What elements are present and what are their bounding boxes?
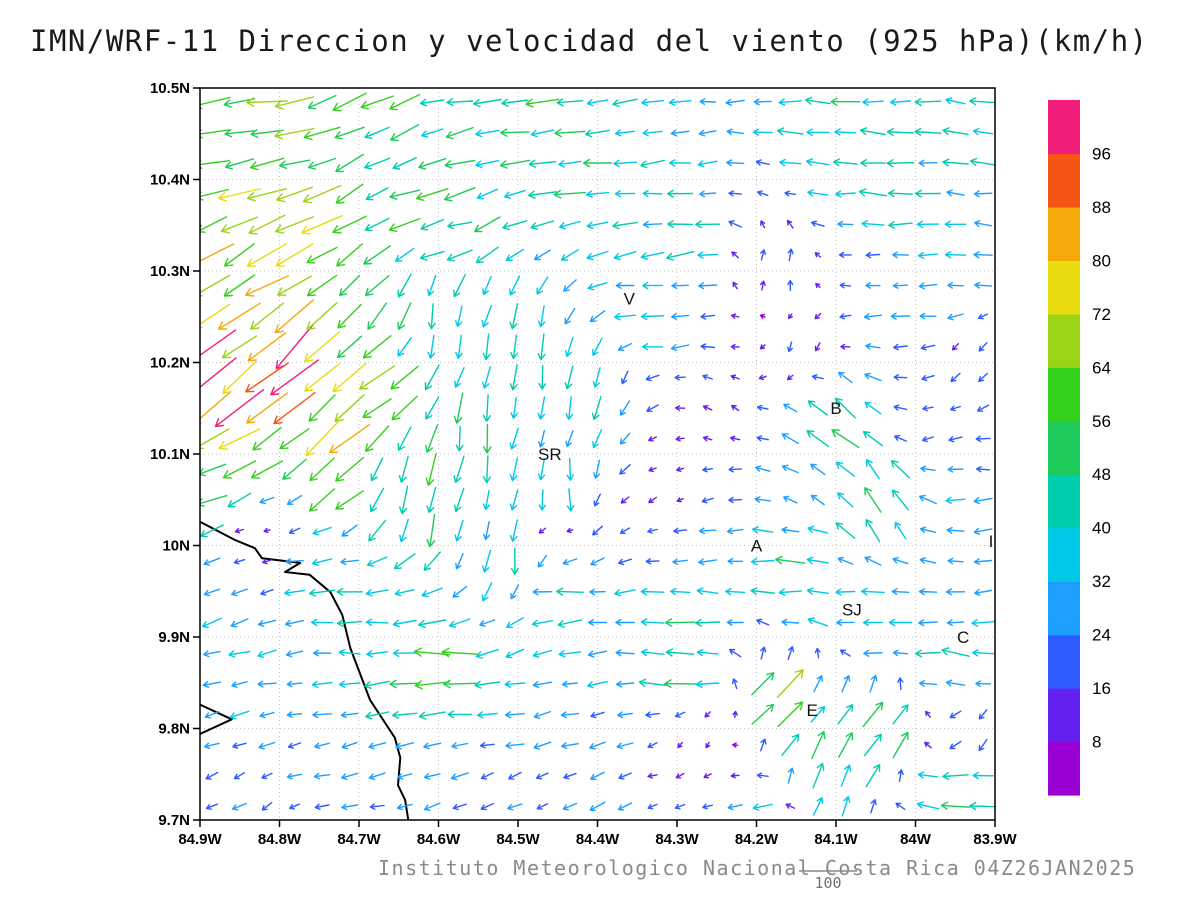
svg-text:10.2N: 10.2N [150, 355, 190, 372]
svg-text:V: V [624, 290, 636, 309]
axis-ticks [193, 87, 996, 827]
svg-text:10N: 10N [162, 538, 190, 555]
svg-text:9.8N: 9.8N [158, 721, 190, 738]
svg-text:10.1N: 10.1N [150, 446, 190, 463]
y-tick-labels: 9.7N 9.8N 9.9N 10N 10.1N 10.2N 10.3N 10.4N 10.5N [150, 80, 190, 829]
svg-text:I: I [989, 532, 994, 551]
svg-text:40: 40 [1092, 519, 1111, 538]
svg-text:84.2W: 84.2W [735, 831, 779, 848]
svg-text:80: 80 [1092, 251, 1111, 270]
coastline [200, 520, 410, 820]
x-tick-labels: 84.9W 84.8W 84.7W 84.6W 84.5W 84.4W 84.3W 84.2W… [178, 831, 1017, 848]
svg-text:A: A [751, 537, 763, 556]
svg-text:E: E [807, 701, 818, 720]
svg-text:16: 16 [1092, 679, 1111, 698]
svg-text:84.5W: 84.5W [496, 831, 540, 848]
svg-text:84.3W: 84.3W [655, 831, 699, 848]
wind-vectors [200, 92, 995, 817]
svg-text:56: 56 [1092, 412, 1111, 431]
svg-text:10.5N: 10.5N [150, 80, 190, 97]
svg-text:24: 24 [1092, 626, 1111, 645]
gridlines [200, 88, 995, 820]
chart-caption: Instituto Meteorologico Nacional Costa R… [378, 856, 1137, 880]
svg-text:84.8W: 84.8W [258, 831, 302, 848]
reference-vector: 100 [799, 870, 857, 892]
svg-text:84.4W: 84.4W [576, 831, 620, 848]
svg-text:9.7N: 9.7N [158, 812, 190, 829]
svg-text:64: 64 [1092, 358, 1111, 377]
svg-text:SR: SR [538, 445, 562, 464]
svg-text:B: B [830, 399, 841, 418]
chart-title: IMN/WRF-11 Direccion y velocidad del vie… [30, 24, 1149, 58]
svg-text:84.6W: 84.6W [417, 831, 461, 848]
svg-text:9.9N: 9.9N [158, 629, 190, 646]
svg-text:83.9W: 83.9W [973, 831, 1017, 848]
colorbar: 8 16 24 32 40 48 56 64 72 80 88 96 [1048, 100, 1111, 796]
plot-border [199, 87, 996, 821]
svg-text:84.1W: 84.1W [814, 831, 858, 848]
svg-text:96: 96 [1092, 145, 1111, 164]
svg-text:SJ: SJ [842, 601, 862, 620]
svg-text:C: C [957, 628, 969, 647]
svg-text:10.4N: 10.4N [150, 172, 190, 189]
svg-text:72: 72 [1092, 305, 1111, 324]
svg-text:84.7W: 84.7W [337, 831, 381, 848]
svg-text:84W: 84W [900, 831, 932, 848]
city-labels: V SR B A SJ C E I [538, 290, 993, 721]
svg-text:10.3N: 10.3N [150, 263, 190, 280]
svg-text:88: 88 [1092, 198, 1111, 217]
svg-text:100: 100 [814, 874, 841, 892]
svg-text:32: 32 [1092, 572, 1111, 591]
svg-text:8: 8 [1092, 733, 1101, 752]
svg-text:84.9W: 84.9W [178, 831, 222, 848]
svg-text:48: 48 [1092, 465, 1111, 484]
